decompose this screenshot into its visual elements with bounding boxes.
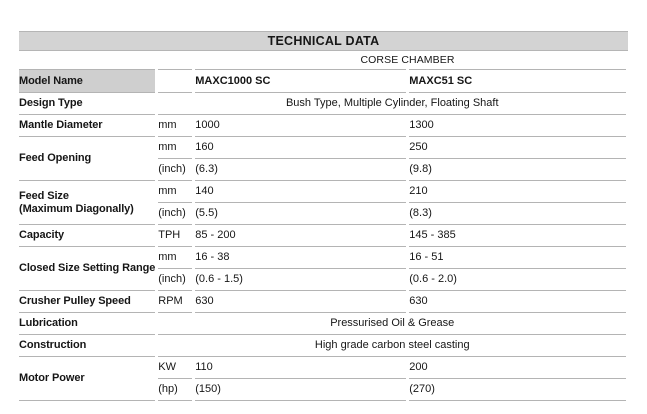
model1-value-cell: 85 - 200 xyxy=(195,225,407,247)
table-row-feed-opening-inch: (inch) (6.3) (9.8) xyxy=(19,159,627,181)
row-label: Construction xyxy=(19,335,156,357)
model2-value-cell: 210 xyxy=(409,181,627,203)
table-row-css-range-inch: (inch) (0.6 - 1.5) (0.6 - 2.0) xyxy=(19,269,627,291)
table-row-lubrication: Lubrication Pressurised Oil & Grease xyxy=(19,313,627,335)
table-row-capacity: Capacity TPH 85 - 200 145 - 385 xyxy=(19,225,627,247)
row-label: Capacity xyxy=(19,225,156,247)
table-row-css-range-mm: Closed Size Setting Range mm 16 - 38 16 … xyxy=(19,247,627,291)
model1-value-cell: 16 - 38 xyxy=(195,247,407,269)
model1-value-cell: 160 xyxy=(195,137,407,159)
model2-value-cell: 145 - 385 xyxy=(409,225,627,247)
unit-cell: (hp) xyxy=(158,379,193,401)
table-row-design-type: Design Type Bush Type, Multiple Cylinder… xyxy=(19,93,627,115)
row-label-line1: Feed Size xyxy=(19,190,69,203)
row-label: Feed Opening xyxy=(19,137,156,181)
model2-value-cell: 250 xyxy=(409,137,627,159)
spanned-value-cell: Bush Type, Multiple Cylinder, Floating S… xyxy=(158,93,627,115)
technical-data-header: TECHNICAL DATA xyxy=(19,31,628,51)
table-row-feed-size-mm: Feed Size (Maximum Diagonally) mm 140 21… xyxy=(19,181,627,225)
row-label: Mantle Diameter xyxy=(19,115,156,137)
unit-cell: mm xyxy=(158,181,193,203)
unit-cell: KW xyxy=(158,357,193,379)
model2-value-cell: 630 xyxy=(409,291,627,313)
model2-value-cell: 1300 xyxy=(409,115,627,137)
row-label: Feed Size (Maximum Diagonally) xyxy=(19,181,156,225)
spanned-value-cell: Pressurised Oil & Grease xyxy=(158,313,627,335)
model2-name-cell: MAXC51 SC xyxy=(409,69,627,93)
row-label: Design Type xyxy=(19,93,156,115)
model1-value-cell: 630 xyxy=(195,291,407,313)
model2-value-cell: (270) xyxy=(409,379,627,401)
model2-value-cell: (0.6 - 2.0) xyxy=(409,269,627,291)
unit-cell: RPM xyxy=(158,291,193,313)
model1-value-cell: (0.6 - 1.5) xyxy=(195,269,407,291)
row-label: Model Name xyxy=(19,69,156,93)
model2-value-cell: 200 xyxy=(409,357,627,379)
model1-value-cell: (6.3) xyxy=(195,159,407,181)
chamber-header: CORSE CHAMBER xyxy=(187,52,628,68)
model2-value-cell: (9.8) xyxy=(409,159,627,181)
row-label: Motor Power xyxy=(19,357,156,401)
technical-data-title: TECHNICAL DATA xyxy=(267,34,380,48)
unit-cell: mm xyxy=(158,115,193,137)
unit-cell: mm xyxy=(158,247,193,269)
table-row-mantle-diameter: Mantle Diameter mm 1000 1300 xyxy=(19,115,627,137)
table-row-feed-size-inch: (inch) (5.5) (8.3) xyxy=(19,203,627,225)
model1-value-cell: (5.5) xyxy=(195,203,407,225)
unit-cell: (inch) xyxy=(158,159,193,181)
spanned-value-cell: High grade carbon steel casting xyxy=(158,335,627,357)
model1-value-cell: 1000 xyxy=(195,115,407,137)
table-row-construction: Construction High grade carbon steel cas… xyxy=(19,335,627,357)
table-row-motor-power-hp: (hp) (150) (270) xyxy=(19,379,627,401)
model2-value-cell: (8.3) xyxy=(409,203,627,225)
row-label: Closed Size Setting Range xyxy=(19,247,155,291)
row-label-line2: (Maximum Diagonally) xyxy=(19,202,134,215)
unit-cell: (inch) xyxy=(158,203,193,225)
chamber-title: CORSE CHAMBER xyxy=(360,54,455,66)
table-row-motor-power-kw: Motor Power KW 110 200 xyxy=(19,357,627,401)
unit-cell: (inch) xyxy=(158,269,193,291)
technical-data-table: Model Name MAXC1000 SC MAXC51 SC Design … xyxy=(16,69,629,401)
model1-value-cell: 140 xyxy=(195,181,407,203)
model1-value-cell: (150) xyxy=(195,379,407,401)
row-label: Crusher Pulley Speed xyxy=(19,291,156,313)
model1-value-cell: 110 xyxy=(195,357,407,379)
unit-cell: TPH xyxy=(158,225,193,247)
unit-cell-blank xyxy=(158,69,193,93)
table-row-crusher-pulley-speed: Crusher Pulley Speed RPM 630 630 xyxy=(19,291,627,313)
table-row-model-name: Model Name MAXC1000 SC MAXC51 SC xyxy=(19,69,627,93)
table-row-feed-opening-mm: Feed Opening mm 160 250 xyxy=(19,137,627,181)
model2-value-cell: 16 - 51 xyxy=(409,247,627,269)
row-label: Lubrication xyxy=(19,313,156,335)
model1-name-cell: MAXC1000 SC xyxy=(195,69,407,93)
unit-cell: mm xyxy=(158,137,193,159)
